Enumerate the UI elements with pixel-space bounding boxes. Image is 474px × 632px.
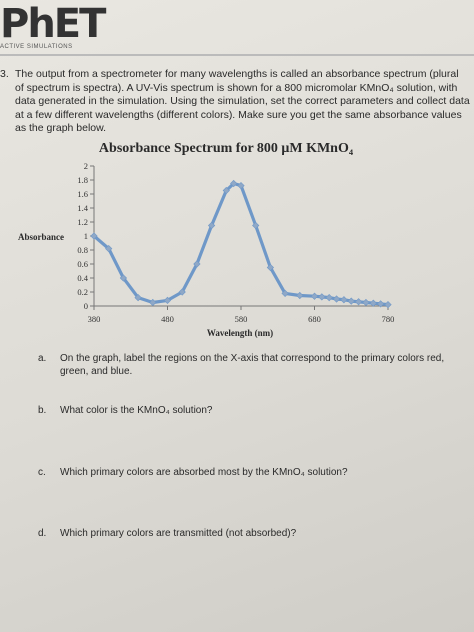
question-a-letter: a. <box>38 353 47 364</box>
logo-text: PhET <box>0 1 106 47</box>
question-b-text: What color is the KMnO₄ solution? <box>60 405 213 416</box>
data-point <box>90 232 98 240</box>
logo-subtitle: ACTIVE SIMULATIONS <box>0 44 73 50</box>
data-point <box>237 181 245 190</box>
data-point <box>384 300 392 309</box>
data-point <box>252 221 260 230</box>
data-point <box>149 298 157 307</box>
x-tick-label: 380 <box>88 314 101 324</box>
x-tick-label: 780 <box>382 314 395 324</box>
y-tick-label: 2 <box>84 161 88 171</box>
y-tick-label: 0.8 <box>77 245 88 255</box>
x-tick-label: 480 <box>161 314 174 324</box>
header-divider <box>0 54 474 56</box>
question-d: d. Which primary colors are transmitted … <box>38 527 470 540</box>
data-point <box>163 296 172 305</box>
data-point <box>230 179 238 188</box>
data-point <box>207 221 216 230</box>
data-point <box>296 291 304 300</box>
question-c-letter: c. <box>38 467 46 478</box>
data-point <box>332 295 341 303</box>
x-tick-label: 580 <box>235 314 248 324</box>
data-point <box>325 293 333 302</box>
data-point <box>340 296 348 304</box>
y-tick-label: 1 <box>84 231 88 241</box>
question-a: a. On the graph, label the regions on th… <box>38 352 470 378</box>
y-tick-label: 1.6 <box>77 189 88 199</box>
y-tick-label: 1.4 <box>77 203 88 213</box>
y-tick-label: 1.2 <box>77 217 88 227</box>
question-c-text: Which primary colors are absorbed most b… <box>60 467 348 478</box>
y-tick-label: 1.8 <box>77 175 88 185</box>
data-point <box>193 260 201 268</box>
data-point <box>310 292 319 300</box>
data-point <box>354 298 363 306</box>
y-axis-label: Absorbance <box>18 232 64 242</box>
x-tick-label: 680 <box>308 314 321 324</box>
chart-title: Absorbance Spectrum for 800 μM KMnO₄ <box>99 141 354 156</box>
data-point <box>222 186 230 195</box>
question-d-letter: d. <box>38 528 47 539</box>
y-tick-label: 0.4 <box>77 273 88 283</box>
y-tick-label: 0.2 <box>77 287 88 297</box>
data-point <box>119 274 128 282</box>
question-c: c. Which primary colors are absorbed mos… <box>38 466 470 479</box>
y-tick-label: 0.6 <box>77 259 88 269</box>
data-point <box>377 300 385 308</box>
data-point <box>266 263 275 272</box>
series-line <box>92 181 390 307</box>
x-axis-label: Wavelength (nm) <box>207 328 273 338</box>
question-d-text: Which primary colors are transmitted (no… <box>60 528 297 539</box>
data-point <box>105 244 113 253</box>
data-point <box>362 298 370 307</box>
data-point <box>178 288 186 296</box>
question-intro: The output from a spectrometer for many … <box>15 68 470 134</box>
question-a-text: On the graph, label the regions on the X… <box>60 353 445 377</box>
y-tick-label: 0 <box>84 301 88 311</box>
question-b-letter: b. <box>38 405 47 416</box>
data-point <box>134 293 142 302</box>
data-point <box>347 297 355 305</box>
question-b: b. What color is the KMnO₄ solution? <box>38 404 470 417</box>
question-number: 3. <box>0 68 9 80</box>
absorbance-chart: Absorbance Spectrum for 800 μM KMnO₄ Abs… <box>18 141 395 338</box>
data-point <box>369 299 377 307</box>
data-point <box>281 289 289 298</box>
data-point <box>318 293 326 301</box>
